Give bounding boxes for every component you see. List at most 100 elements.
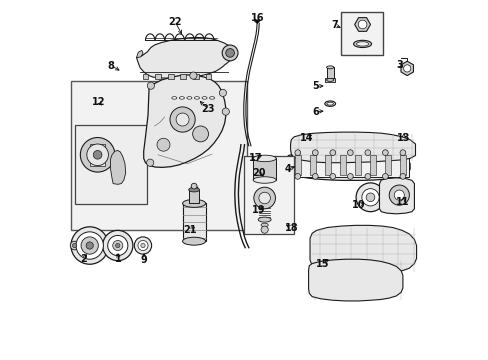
Circle shape <box>147 82 154 89</box>
Text: 7: 7 <box>330 20 337 30</box>
Ellipse shape <box>182 199 205 207</box>
Circle shape <box>191 183 197 189</box>
Circle shape <box>115 243 120 248</box>
Bar <box>325 78 335 82</box>
Text: 1: 1 <box>115 254 122 264</box>
Bar <box>90 144 104 166</box>
Ellipse shape <box>326 66 333 69</box>
Bar <box>142 74 148 79</box>
Bar <box>244 156 294 234</box>
Text: 2: 2 <box>80 254 86 264</box>
Text: 19: 19 <box>252 204 265 215</box>
Circle shape <box>261 226 268 233</box>
Circle shape <box>72 243 77 248</box>
Ellipse shape <box>261 223 268 227</box>
Ellipse shape <box>324 101 335 107</box>
Polygon shape <box>136 37 232 78</box>
Bar <box>384 155 390 175</box>
Bar <box>369 155 375 175</box>
Text: 23: 23 <box>201 104 214 114</box>
Circle shape <box>222 108 229 115</box>
Ellipse shape <box>356 42 368 46</box>
Circle shape <box>81 237 98 254</box>
Text: 10: 10 <box>351 200 365 210</box>
Text: 16: 16 <box>250 13 264 23</box>
Polygon shape <box>143 75 225 167</box>
Ellipse shape <box>178 96 185 100</box>
Bar <box>75 125 146 204</box>
Circle shape <box>382 174 387 179</box>
Circle shape <box>93 150 102 159</box>
Text: 12: 12 <box>92 96 105 107</box>
Circle shape <box>222 45 238 61</box>
Polygon shape <box>400 61 413 76</box>
Polygon shape <box>136 50 142 58</box>
Circle shape <box>355 183 384 212</box>
Circle shape <box>329 174 335 179</box>
Ellipse shape <box>185 96 193 100</box>
Text: 11: 11 <box>395 197 409 207</box>
Ellipse shape <box>200 96 208 100</box>
Circle shape <box>192 126 208 142</box>
Bar <box>253 158 276 180</box>
Ellipse shape <box>170 96 178 100</box>
Ellipse shape <box>326 78 333 81</box>
Ellipse shape <box>208 96 216 100</box>
Circle shape <box>176 113 189 126</box>
Bar <box>155 74 161 79</box>
Bar <box>182 203 205 241</box>
Bar <box>309 155 315 175</box>
Circle shape <box>134 237 151 254</box>
Circle shape <box>361 189 378 206</box>
Bar <box>339 155 345 175</box>
Ellipse shape <box>258 217 270 222</box>
Text: 8: 8 <box>108 60 115 71</box>
Circle shape <box>294 174 300 179</box>
Circle shape <box>102 230 133 261</box>
Bar <box>399 155 405 175</box>
Bar <box>193 74 199 79</box>
Circle shape <box>329 150 335 156</box>
Circle shape <box>364 174 370 179</box>
Circle shape <box>403 65 410 72</box>
Bar <box>71 81 247 230</box>
Text: 21: 21 <box>183 225 197 235</box>
Bar <box>180 74 186 79</box>
Circle shape <box>312 174 318 179</box>
Text: 4: 4 <box>284 164 290 174</box>
Ellipse shape <box>179 97 184 99</box>
Bar <box>354 155 360 175</box>
Ellipse shape <box>194 97 199 99</box>
Circle shape <box>71 227 108 264</box>
Text: 13: 13 <box>396 132 409 143</box>
Bar <box>324 155 330 175</box>
Circle shape <box>87 144 108 166</box>
Circle shape <box>347 150 352 156</box>
Circle shape <box>189 72 197 79</box>
Circle shape <box>258 192 270 204</box>
Ellipse shape <box>326 102 333 105</box>
Circle shape <box>366 193 374 202</box>
Ellipse shape <box>182 237 205 245</box>
Bar <box>167 74 173 79</box>
Polygon shape <box>354 18 370 31</box>
Circle shape <box>364 150 370 156</box>
Text: 18: 18 <box>284 222 298 233</box>
Circle shape <box>393 190 404 200</box>
Bar <box>326 67 333 80</box>
Circle shape <box>382 150 387 156</box>
Polygon shape <box>285 150 409 180</box>
Text: 15: 15 <box>316 258 329 269</box>
Circle shape <box>253 187 275 209</box>
Circle shape <box>141 243 145 248</box>
Polygon shape <box>290 132 415 163</box>
Text: 14: 14 <box>299 132 312 143</box>
Circle shape <box>399 174 405 179</box>
Bar <box>205 74 211 79</box>
Bar <box>294 155 300 175</box>
Circle shape <box>312 150 318 156</box>
Polygon shape <box>379 178 413 214</box>
Circle shape <box>358 20 366 29</box>
Ellipse shape <box>188 188 199 192</box>
Circle shape <box>225 49 234 57</box>
